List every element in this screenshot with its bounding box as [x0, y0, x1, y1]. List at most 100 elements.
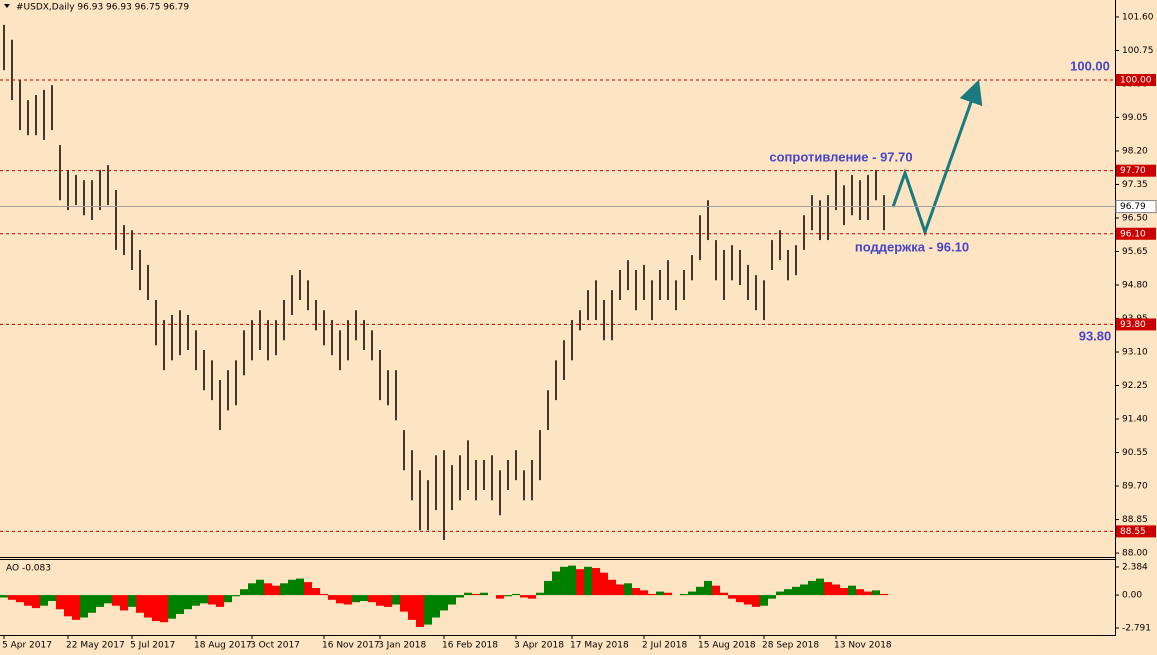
- ao-bar: [376, 595, 384, 606]
- ao-bar: [568, 565, 576, 596]
- ao-bar: [40, 595, 48, 606]
- ao-bar: [832, 584, 840, 596]
- ao-bar: [144, 595, 152, 618]
- ao-bar: [880, 593, 888, 596]
- ao-bar: [296, 578, 304, 596]
- ao-bar: [192, 595, 200, 606]
- ao-bar: [704, 580, 712, 596]
- x-tick-label: 5 Jul 2017: [130, 641, 175, 651]
- ao-bar: [784, 589, 792, 596]
- level-box: [1116, 525, 1156, 538]
- ao-bar: [304, 582, 312, 596]
- x-tick-label: 18 Aug 2017: [194, 641, 252, 651]
- annotation: 100.00: [1070, 58, 1110, 73]
- ao-bar: [88, 595, 96, 613]
- ao-bar: [32, 595, 40, 609]
- ao-bar: [872, 590, 880, 596]
- level-box: [1116, 164, 1156, 177]
- ao-bar: [744, 595, 752, 605]
- ao-bar: [552, 571, 560, 596]
- ao-bar: [424, 595, 432, 625]
- ao-bar: [16, 595, 24, 603]
- y-tick-label: 89.70: [1122, 482, 1148, 492]
- ao-bar: [72, 595, 80, 620]
- ao-bar: [472, 593, 480, 596]
- ao-bar: [168, 595, 176, 619]
- ao-bar: [656, 591, 664, 596]
- ao-bar: [408, 595, 416, 620]
- ao-bar: [616, 584, 624, 596]
- y-tick-label: 88.85: [1122, 515, 1148, 525]
- ao-bar: [560, 566, 568, 596]
- ao-bar: [200, 595, 208, 604]
- y-tick-label: 93.10: [1122, 348, 1148, 358]
- ao-bar: [648, 593, 656, 596]
- current-price-label: 96.79: [1120, 202, 1146, 212]
- ao-bar: [48, 595, 56, 601]
- ao-bar: [544, 580, 552, 596]
- ao-bar: [216, 595, 224, 607]
- ao-bar: [824, 582, 832, 596]
- ao-bar: [104, 595, 112, 604]
- ao-bar: [512, 593, 520, 596]
- ao-bar: [224, 595, 232, 603]
- ao-bar: [688, 591, 696, 596]
- ao-bar: [696, 586, 704, 596]
- ao-bar: [840, 588, 848, 596]
- ao-bar: [848, 585, 856, 596]
- ao-bar: [504, 595, 512, 597]
- y-tick-label: 0.00: [1122, 591, 1142, 601]
- ao-bar: [232, 595, 240, 597]
- forecast-arrow: [891, 79, 983, 237]
- ao-bar: [280, 583, 288, 596]
- x-tick-label: 15 Aug 2018: [698, 641, 756, 651]
- y-tick-label: 94.80: [1122, 281, 1148, 291]
- ao-bar: [344, 595, 352, 605]
- ao-bar: [592, 567, 600, 596]
- y-tick-label: 97.35: [1122, 180, 1148, 190]
- ao-bar: [456, 595, 464, 598]
- ao-bar: [536, 592, 544, 596]
- ao-bar: [600, 572, 608, 596]
- indicator-title: AO -0.083: [6, 564, 51, 574]
- ao-bar: [248, 583, 256, 596]
- ao-bar: [808, 580, 816, 596]
- y-tick-label: 2.384: [1122, 562, 1148, 572]
- x-tick-label: 22 May 2017: [66, 641, 125, 651]
- ao-bar: [856, 589, 864, 596]
- ao-bar: [360, 595, 368, 601]
- ao-bar: [632, 588, 640, 596]
- ao-bar: [152, 595, 160, 622]
- ao-bar: [24, 595, 32, 606]
- ao-bar: [576, 569, 584, 596]
- x-tick-label: 2 Jul 2018: [642, 641, 687, 651]
- ao-bar: [624, 583, 632, 596]
- level-label: 100.00: [1120, 76, 1152, 86]
- ao-bar: [608, 579, 616, 596]
- x-tick-label: 16 Feb 2018: [442, 641, 498, 651]
- ao-bar: [328, 595, 336, 600]
- ao-bar: [176, 595, 184, 614]
- ao-bar: [712, 585, 720, 596]
- chart-title: #USDX,Daily 96.93 96.93 96.75 96.79: [16, 3, 189, 13]
- ao-bar: [0, 595, 8, 598]
- x-tick-label: 3 Oct 2017: [250, 641, 300, 651]
- ao-bar: [112, 595, 120, 606]
- ao-bar: [720, 592, 728, 596]
- ao-bar: [264, 583, 272, 596]
- current-price-box: [1115, 200, 1157, 214]
- ao-bar: [520, 595, 528, 598]
- y-tick-label: 96.50: [1122, 213, 1148, 223]
- menu-icon[interactable]: [4, 4, 10, 8]
- x-tick-label: 13 Nov 2018: [834, 641, 892, 651]
- ao-bar: [664, 592, 672, 596]
- ao-bar: [80, 595, 88, 618]
- ao-bar: [184, 595, 192, 610]
- level-label: 88.55: [1120, 527, 1146, 537]
- ao-bar: [352, 595, 360, 603]
- y-tick-label: 101.60: [1122, 12, 1154, 22]
- y-tick-label: 98.20: [1122, 146, 1148, 156]
- ao-bar: [728, 595, 736, 599]
- ao-bar: [288, 579, 296, 596]
- ao-bar: [432, 595, 440, 618]
